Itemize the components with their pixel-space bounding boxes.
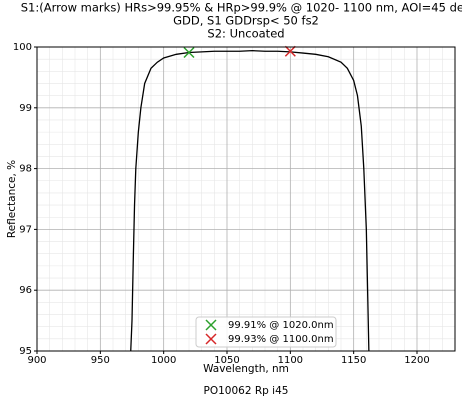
legend-marker: [205, 319, 217, 331]
x-tick-label: 1000: [151, 355, 176, 366]
x-tick-label: 1200: [404, 355, 429, 366]
legend-label: 99.93% @ 1100.0nm: [228, 334, 334, 345]
x-axis-label: Wavelength, nm: [203, 363, 289, 375]
x-tick-label: 950: [91, 355, 110, 366]
x-marker: [183, 46, 195, 59]
x-tick-label: 900: [27, 355, 46, 366]
legend: [195, 316, 337, 348]
y-tick-label: 99: [19, 103, 32, 114]
chart-title: GDD, S1 GDDrsp< 50 fs2: [173, 14, 319, 28]
x-marker: [284, 45, 296, 57]
legend-label: 99.91% @ 1020.0nm: [228, 320, 334, 331]
reflectance-line: [130, 49, 370, 351]
y-tick-label: 97: [19, 224, 32, 235]
footer: PO10062 Rp i45: [204, 385, 289, 397]
y-tick-label: 98: [19, 164, 32, 175]
y-axis-label: Reflectance, %: [6, 160, 18, 238]
chart-title: S2: Uncoated: [207, 27, 284, 41]
plot-frame: [36, 46, 456, 352]
y-tick-label: 95: [19, 346, 32, 357]
x-tick-label: 1050: [214, 355, 239, 366]
legend-marker: [205, 333, 217, 345]
y-tick-label: 100: [13, 42, 32, 53]
x-tick-label: 1100: [278, 355, 303, 366]
x-tick-label: 1150: [341, 355, 366, 366]
y-tick-label: 96: [19, 285, 32, 296]
chart-title: S1:(Arrow marks) HRs>99.95% & HRp>99.9% …: [21, 1, 462, 15]
